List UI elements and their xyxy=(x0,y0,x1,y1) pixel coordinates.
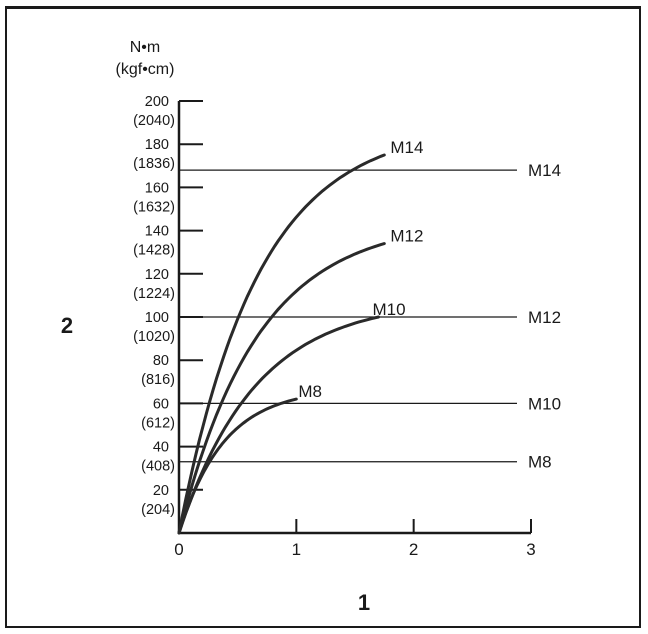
y-tick-label: 20 xyxy=(153,483,169,499)
y-tick-label: 140 xyxy=(145,224,169,240)
y-tick-sublabel: (1836) xyxy=(133,156,175,172)
curves: M8 M10 M12 M14 xyxy=(177,138,423,535)
y-tick-label: 100 xyxy=(145,310,169,326)
y-tick-sublabel: (1224) xyxy=(133,286,175,302)
y-tick-sublabel: (408) xyxy=(141,459,175,475)
y-unit-line1: N•m xyxy=(130,39,160,56)
y-tick-sublabel: (612) xyxy=(141,415,175,431)
y-tick-label: 180 xyxy=(145,137,169,153)
axes: 200(2040)180(1836)160(1632)140(1428)120(… xyxy=(133,94,536,559)
limit-label-m8: M8 xyxy=(528,453,552,472)
curve-label-m12: M12 xyxy=(390,227,423,246)
curve-label-m8: M8 xyxy=(298,382,322,401)
y-tick-label: 160 xyxy=(145,180,169,196)
x-tick-label: 1 xyxy=(292,540,301,559)
y-tick-label: 80 xyxy=(153,353,169,369)
y-tick-label: 200 xyxy=(145,94,169,110)
limit-lines: M14 M12 M10 M8 xyxy=(179,161,561,472)
y-tick-sublabel: (816) xyxy=(141,372,175,388)
y-tick-label: 120 xyxy=(145,267,169,283)
curve-m10 xyxy=(177,315,380,535)
y-tick-sublabel: (204) xyxy=(141,502,175,518)
limit-label-m12: M12 xyxy=(528,308,561,327)
curve-label-m10: M10 xyxy=(372,300,405,319)
x-tick-label: 2 xyxy=(409,540,418,559)
x-tick-label: 3 xyxy=(526,540,535,559)
curve-m12 xyxy=(177,242,386,535)
y-tick-label: 60 xyxy=(153,396,169,412)
limit-label-m14: M14 xyxy=(528,161,561,180)
curve-label-m14: M14 xyxy=(390,138,423,157)
curve-m14 xyxy=(177,153,386,535)
y-tick-label: 40 xyxy=(153,440,169,456)
y-axis-title: 2 xyxy=(61,313,73,338)
x-tick-label: 0 xyxy=(174,540,183,559)
y-tick-sublabel: (1428) xyxy=(133,243,175,259)
y-unit-line2: (kgf•cm) xyxy=(116,61,175,78)
y-tick-sublabel: (1020) xyxy=(133,329,175,345)
limit-label-m10: M10 xyxy=(528,394,561,413)
y-tick-sublabel: (1632) xyxy=(133,199,175,215)
labels: N•m (kgf•cm) 2 1 xyxy=(61,39,370,615)
x-axis-title: 1 xyxy=(358,590,370,615)
y-tick-sublabel: (2040) xyxy=(133,113,175,129)
